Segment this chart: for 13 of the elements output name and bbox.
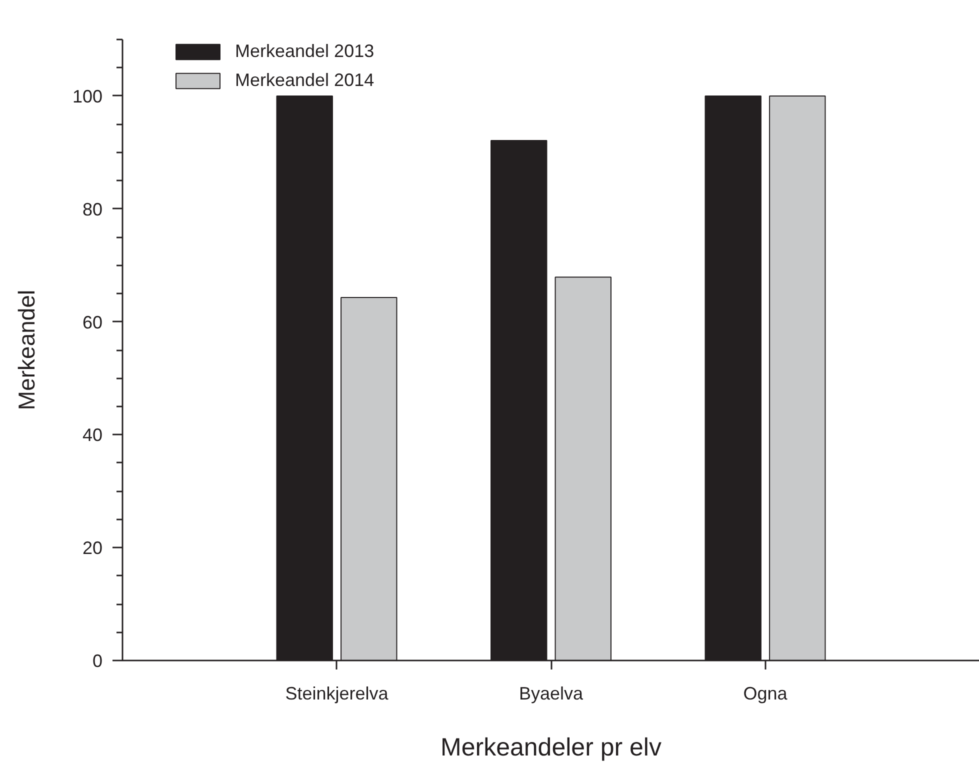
x-axis-title: Merkeandeler pr elv [440,734,662,762]
x-tick-label: Steinkjerelva [285,684,390,704]
y-tick-label: 40 [82,425,103,446]
y-tick-label: 100 [72,86,103,106]
x-tick-label: Ogna [743,684,788,704]
y-tick-label: 80 [82,199,103,220]
y-tick-label: 0 [92,651,103,671]
x-tick-label: Byaelva [518,684,584,704]
legend-label: Merkeandel 2014 [235,70,374,91]
y-axis-title: Merkeandel [13,290,40,410]
y-tick-label: 60 [82,312,103,332]
y-tick-label: 20 [82,538,103,558]
legend-label: Merkeandel 2013 [235,41,374,62]
